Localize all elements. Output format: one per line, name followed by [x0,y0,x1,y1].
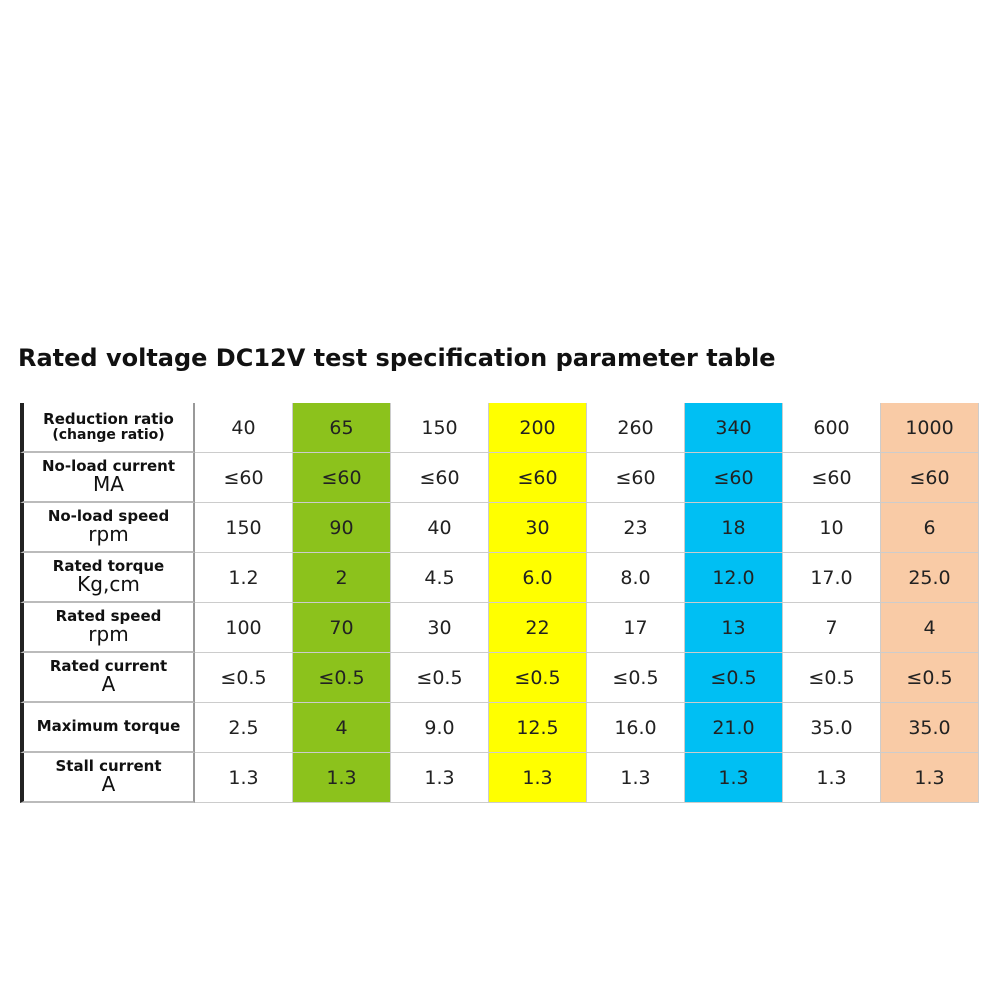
table-cell: 9.0 [391,703,489,753]
table-cell: ≤0.5 [881,653,979,703]
table-cell: ≤0.5 [293,653,391,703]
table-cell: 1.3 [489,753,587,803]
table-cell: ≤60 [587,453,685,503]
table-cell: 6.0 [489,553,587,603]
table-cell: 30 [489,503,587,553]
table-cell: ≤0.5 [195,653,293,703]
table-cell: ≤60 [195,453,293,503]
row-header: Rated current A [20,653,195,703]
row-header: No-load current MA [20,453,195,503]
table-cell: ≤60 [685,453,783,503]
table-cell: 10 [783,503,881,553]
table-cell: 18 [685,503,783,553]
row-unit: MA [93,472,124,497]
table-cell: 70 [293,603,391,653]
table-cell: 8.0 [587,553,685,603]
table-cell: 1.3 [391,753,489,803]
table-row: Rated current A ≤0.5 ≤0.5 ≤0.5 ≤0.5 ≤0.5 ≤0.5 ≤0… [20,653,982,703]
table-row: No-load current MA ≤60 ≤60 ≤60 ≤60 ≤60 ≤60 ≤60 ≤6… [20,453,982,503]
table-cell: 35.0 [783,703,881,753]
table-row: Stall current A 1.3 1.3 1.3 1.3 1.3 1.3 1.3 1.3 [20,753,982,803]
table-cell: 22 [489,603,587,653]
row-unit: A [101,672,116,697]
row-unit: A [101,772,116,797]
table-cell: 150 [195,503,293,553]
spec-table: Reduction ratio (change ratio) 40 65 150 200 2… [20,403,982,803]
table-cell: 4.5 [391,553,489,603]
row-label: Rated torque [52,556,165,575]
table-cell: 1.3 [587,753,685,803]
row-header: No-load speed rpm [20,503,195,553]
row-header: Stall current A [20,753,195,803]
table-cell: 13 [685,603,783,653]
row-label: Reduction ratio [43,409,174,428]
table-cell: 1.2 [195,553,293,603]
table-cell: 90 [293,503,391,553]
table-cell: 6 [881,503,979,553]
table-cell: 150 [391,403,489,453]
table-cell: 23 [587,503,685,553]
table-cell: 200 [489,403,587,453]
table-cell: 21.0 [685,703,783,753]
row-unit: Kg,cm [77,572,140,597]
table-cell: ≤0.5 [587,653,685,703]
row-header: Reduction ratio (change ratio) [20,403,195,453]
table-cell: 340 [685,403,783,453]
row-label: No-load speed [47,506,170,525]
table-cell: 1000 [881,403,979,453]
title: Rated voltage DC12V test specification p… [18,344,776,372]
row-label: Rated current [49,656,168,675]
row-label: Rated speed [55,606,162,625]
table-cell: 16.0 [587,703,685,753]
table-cell: 65 [293,403,391,453]
table-cell: 17 [587,603,685,653]
row-label: Stall current [55,756,162,775]
table-row: Reduction ratio (change ratio) 40 65 150 200 2… [20,403,982,453]
row-label: No-load current [41,456,175,475]
row-header: Rated torque Kg,cm [20,553,195,603]
table-row: Rated speed rpm 100 70 30 22 17 13 7 4 [20,603,982,653]
table-cell: 4 [293,703,391,753]
table-row: No-load speed rpm 150 90 40 30 23 18 10 6 [20,503,982,553]
table-cell: 2.5 [195,703,293,753]
table-cell: ≤0.5 [489,653,587,703]
table-cell: 40 [391,503,489,553]
table-cell: 2 [293,553,391,603]
row-unit: rpm [88,622,129,647]
table-cell: 17.0 [783,553,881,603]
table-cell: 12.5 [489,703,587,753]
table-cell: 7 [783,603,881,653]
row-header: Rated speed rpm [20,603,195,653]
table-cell: 35.0 [881,703,979,753]
table-cell: 1.3 [685,753,783,803]
table-cell: 25.0 [881,553,979,603]
table-cell: ≤60 [489,453,587,503]
row-label: Maximum torque [36,717,181,736]
table-cell: ≤60 [293,453,391,503]
table-cell: 1.3 [783,753,881,803]
table-cell: 1.3 [881,753,979,803]
table-cell: ≤0.5 [685,653,783,703]
table-row: Maximum torque 2.5 4 9.0 12.5 16.0 21.0 35.0 35.… [20,703,982,753]
table-cell: 1.3 [195,753,293,803]
row-unit: (change ratio) [52,426,165,443]
row-header: Maximum torque [20,703,195,753]
table-cell: 40 [195,403,293,453]
table-cell: 100 [195,603,293,653]
table-cell: 30 [391,603,489,653]
table-row: Rated torque Kg,cm 1.2 2 4.5 6.0 8.0 12.0 17.0 25… [20,553,982,603]
table-cell: ≤60 [881,453,979,503]
table-cell: ≤0.5 [391,653,489,703]
table-cell: 600 [783,403,881,453]
table-cell: 12.0 [685,553,783,603]
table-cell: 260 [587,403,685,453]
row-unit: rpm [88,522,129,547]
table-cell: 1.3 [293,753,391,803]
table-cell: 4 [881,603,979,653]
table-cell: ≤60 [783,453,881,503]
table-cell: ≤60 [391,453,489,503]
table-cell: ≤0.5 [783,653,881,703]
